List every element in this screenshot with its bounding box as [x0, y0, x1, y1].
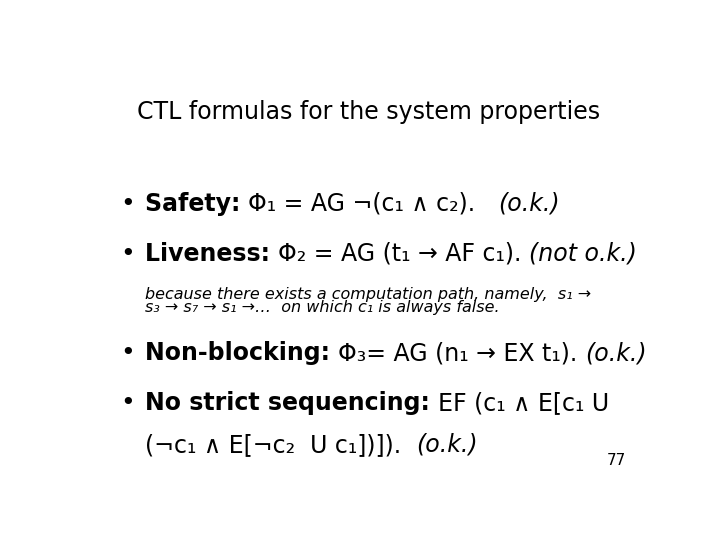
Text: •: •: [121, 192, 135, 215]
Text: Non-blocking:: Non-blocking:: [145, 341, 338, 365]
Text: Φ₂ = AG (t₁ → AF c₁).: Φ₂ = AG (t₁ → AF c₁).: [278, 241, 528, 266]
Text: Φ₁ = AG ¬(c₁ ∧ c₂).: Φ₁ = AG ¬(c₁ ∧ c₂).: [248, 192, 498, 215]
Text: (o.k.): (o.k.): [585, 341, 647, 365]
Text: s₃ → s₇ → s₁ →…  on which c₁ is always false.: s₃ → s₇ → s₁ →… on which c₁ is always fa…: [145, 300, 499, 315]
Text: EF (c₁ ∧ E[c₁ U: EF (c₁ ∧ E[c₁ U: [438, 391, 609, 415]
Text: Φ₃= AG (n₁ → EX t₁).: Φ₃= AG (n₁ → EX t₁).: [338, 341, 585, 365]
Text: No strict sequencing:: No strict sequencing:: [145, 391, 438, 415]
Text: (not o.k.): (not o.k.): [528, 241, 636, 266]
Text: CTL formulas for the system properties: CTL formulas for the system properties: [138, 100, 600, 124]
Text: Liveness:: Liveness:: [145, 241, 278, 266]
Text: (¬c₁ ∧ E[¬c₂  U c₁])]).: (¬c₁ ∧ E[¬c₂ U c₁])]).: [145, 433, 416, 457]
Text: •: •: [121, 391, 135, 415]
Text: (o.k.): (o.k.): [498, 192, 559, 215]
Text: 77: 77: [606, 453, 626, 468]
Text: because there exists a computation path, namely,  s₁ →: because there exists a computation path,…: [145, 287, 591, 302]
Text: •: •: [121, 241, 135, 266]
Text: •: •: [121, 341, 135, 365]
Text: (o.k.): (o.k.): [416, 433, 477, 457]
Text: Safety:: Safety:: [145, 192, 248, 215]
